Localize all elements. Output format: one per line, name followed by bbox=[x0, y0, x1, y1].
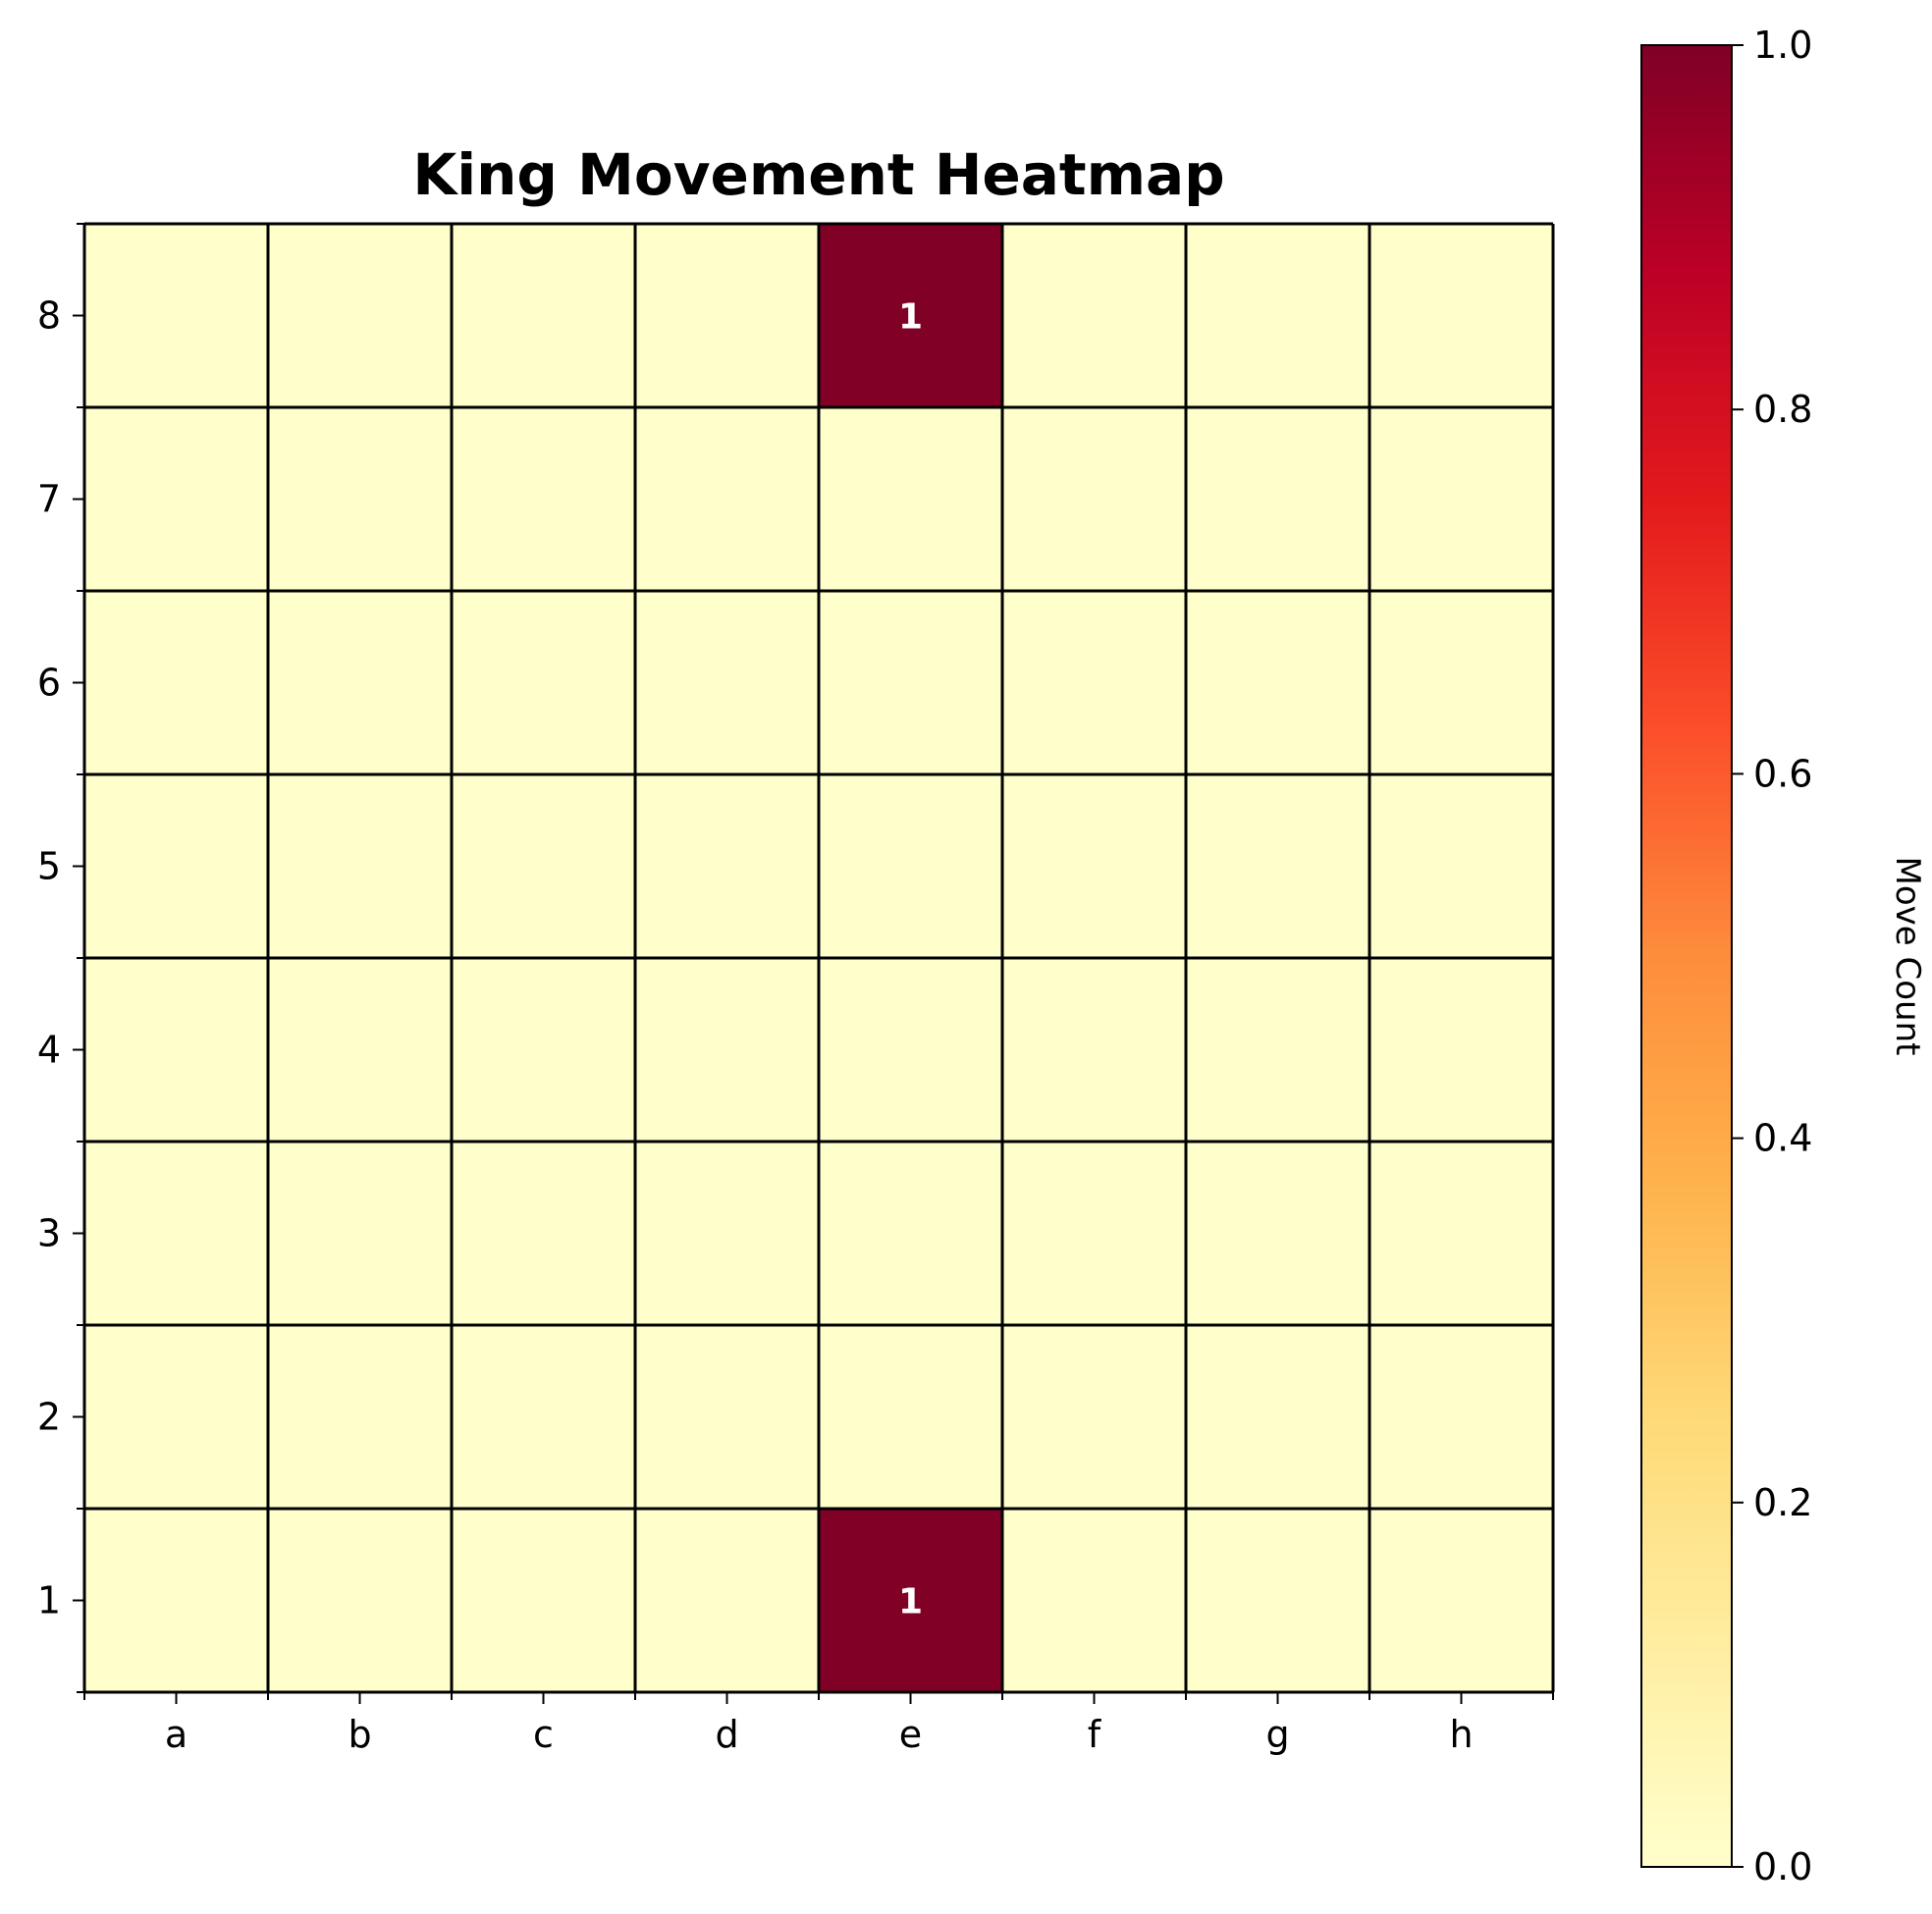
heatmap-cell-a2 bbox=[84, 1325, 268, 1509]
heatmap-cell-e2 bbox=[819, 1325, 1002, 1509]
heatmap-cell-h2 bbox=[1369, 1325, 1553, 1509]
colorbar-tick-label: 1.0 bbox=[1753, 24, 1812, 67]
y-tick-label-5: 5 bbox=[37, 845, 61, 888]
colorbar-tick-label: 0.6 bbox=[1753, 752, 1812, 795]
heatmap-cell-c2 bbox=[452, 1325, 635, 1509]
heatmap-cell-f4 bbox=[1002, 958, 1186, 1142]
heatmap-cell-b6 bbox=[268, 591, 452, 774]
colorbar-gradient bbox=[1640, 44, 1733, 1868]
heatmap-cell-b5 bbox=[268, 774, 452, 958]
colorbar: 0.0 0.2 0.4 0.6 0.8 1.0 Move Count bbox=[1640, 24, 1927, 1888]
colorbar-tick-label: 0.0 bbox=[1753, 1845, 1812, 1888]
heatmap-cell-h1 bbox=[1369, 1509, 1553, 1692]
heatmap-cell-c4 bbox=[452, 958, 635, 1142]
heatmap-cell-a3 bbox=[84, 1142, 268, 1325]
x-tick-label-d: d bbox=[715, 1713, 738, 1756]
heatmap-cell-g7 bbox=[1186, 407, 1369, 591]
heatmap-cell-f3 bbox=[1002, 1142, 1186, 1325]
heatmap-cell-d7 bbox=[635, 407, 819, 591]
heatmap-cell-b3 bbox=[268, 1142, 452, 1325]
y-tick-label-7: 7 bbox=[37, 478, 61, 521]
heatmap-cell-d5 bbox=[635, 774, 819, 958]
x-tick-label-g: g bbox=[1265, 1713, 1289, 1756]
heatmap-cell-d4 bbox=[635, 958, 819, 1142]
y-tick-label-1: 1 bbox=[37, 1579, 61, 1622]
heatmap-cell-c3 bbox=[452, 1142, 635, 1325]
heatmap-cell-f8 bbox=[1002, 224, 1186, 407]
heatmap-cell-d6 bbox=[635, 591, 819, 774]
heatmap-cell-d8 bbox=[635, 224, 819, 407]
heatmap-cell-g4 bbox=[1186, 958, 1369, 1142]
x-tick-label-a: a bbox=[165, 1713, 188, 1756]
colorbar-ticks: 0.0 0.2 0.4 0.6 0.8 1.0 bbox=[1732, 24, 1812, 1888]
heatmap-cell-d1 bbox=[635, 1509, 819, 1692]
heatmap-cell-c8 bbox=[452, 224, 635, 407]
y-axis: 8 7 6 5 4 3 2 1 bbox=[37, 223, 84, 1693]
heatmap-cell-h5 bbox=[1369, 774, 1553, 958]
y-tick-label-2: 2 bbox=[37, 1396, 61, 1439]
heatmap-cell-h6 bbox=[1369, 591, 1553, 774]
heatmap-cell-c6 bbox=[452, 591, 635, 774]
heatmap-cell-b8 bbox=[268, 224, 452, 407]
heatmap-cell-f7 bbox=[1002, 407, 1186, 591]
x-tick-label-c: c bbox=[533, 1713, 554, 1756]
x-tick-label-b: b bbox=[348, 1713, 371, 1756]
heatmap-cell-a1 bbox=[84, 1509, 268, 1692]
heatmap-cell-g5 bbox=[1186, 774, 1369, 958]
heatmap-cell-e7 bbox=[819, 407, 1002, 591]
heatmap-cell-e4 bbox=[819, 958, 1002, 1142]
heatmap-cell-b7 bbox=[268, 407, 452, 591]
y-tick-label-3: 3 bbox=[37, 1212, 61, 1255]
heatmap-cell-b1 bbox=[268, 1509, 452, 1692]
x-tick-label-f: f bbox=[1088, 1713, 1102, 1756]
x-axis: a b c d e f g h bbox=[83, 1692, 1554, 1756]
heatmap-cell-b4 bbox=[268, 958, 452, 1142]
heatmap-cell-g6 bbox=[1186, 591, 1369, 774]
heatmap-cell-b2 bbox=[268, 1325, 452, 1509]
heatmap-cell-e3 bbox=[819, 1142, 1002, 1325]
heatmap-cell-c1 bbox=[452, 1509, 635, 1692]
chart-title: King Movement Heatmap bbox=[412, 141, 1224, 208]
heatmap-cell-e5 bbox=[819, 774, 1002, 958]
cell-annotation-e1: 1 bbox=[898, 1582, 923, 1622]
heatmap-grid bbox=[82, 222, 1555, 1694]
heatmap-cell-a8 bbox=[84, 224, 268, 407]
heatmap-cell-e1 bbox=[819, 1509, 1002, 1692]
colorbar-tick-label: 0.8 bbox=[1753, 388, 1812, 431]
heatmap-cell-a6 bbox=[84, 591, 268, 774]
x-tick-label-h: h bbox=[1449, 1713, 1473, 1756]
cell-annotations: 11 bbox=[898, 297, 923, 1622]
heatmap-cell-h3 bbox=[1369, 1142, 1553, 1325]
heatmap-cell-g3 bbox=[1186, 1142, 1369, 1325]
heatmap-cell-f5 bbox=[1002, 774, 1186, 958]
heatmap-cell-f6 bbox=[1002, 591, 1186, 774]
heatmap-cell-a4 bbox=[84, 958, 268, 1142]
heatmap-cell-g8 bbox=[1186, 224, 1369, 407]
heatmap-cell-g2 bbox=[1186, 1325, 1369, 1509]
heatmap-cell-c5 bbox=[452, 774, 635, 958]
heatmap-cell-h7 bbox=[1369, 407, 1553, 591]
heatmap-cell-a5 bbox=[84, 774, 268, 958]
heatmap-cell-f1 bbox=[1002, 1509, 1186, 1692]
y-tick-label-4: 4 bbox=[37, 1029, 61, 1072]
heatmap-cell-e6 bbox=[819, 591, 1002, 774]
colorbar-tick-label: 0.2 bbox=[1753, 1481, 1812, 1524]
heatmap-cell-d2 bbox=[635, 1325, 819, 1509]
colorbar-label: Move Count bbox=[1888, 857, 1927, 1056]
heatmap-cell-c7 bbox=[452, 407, 635, 591]
heatmap-cells bbox=[84, 224, 1553, 1692]
heatmap-cell-f2 bbox=[1002, 1325, 1186, 1509]
heatmap-cell-g1 bbox=[1186, 1509, 1369, 1692]
colorbar-tick-label: 0.4 bbox=[1753, 1117, 1812, 1160]
heatmap-cell-a7 bbox=[84, 407, 268, 591]
heatmap-cell-e8 bbox=[819, 224, 1002, 407]
heatmap-cell-h4 bbox=[1369, 958, 1553, 1142]
cell-annotation-e8: 1 bbox=[898, 297, 923, 338]
heatmap-cell-h8 bbox=[1369, 224, 1553, 407]
x-tick-label-e: e bbox=[899, 1713, 922, 1756]
y-tick-label-8: 8 bbox=[37, 294, 61, 338]
heatmap-cell-d3 bbox=[635, 1142, 819, 1325]
y-tick-label-6: 6 bbox=[37, 662, 61, 705]
